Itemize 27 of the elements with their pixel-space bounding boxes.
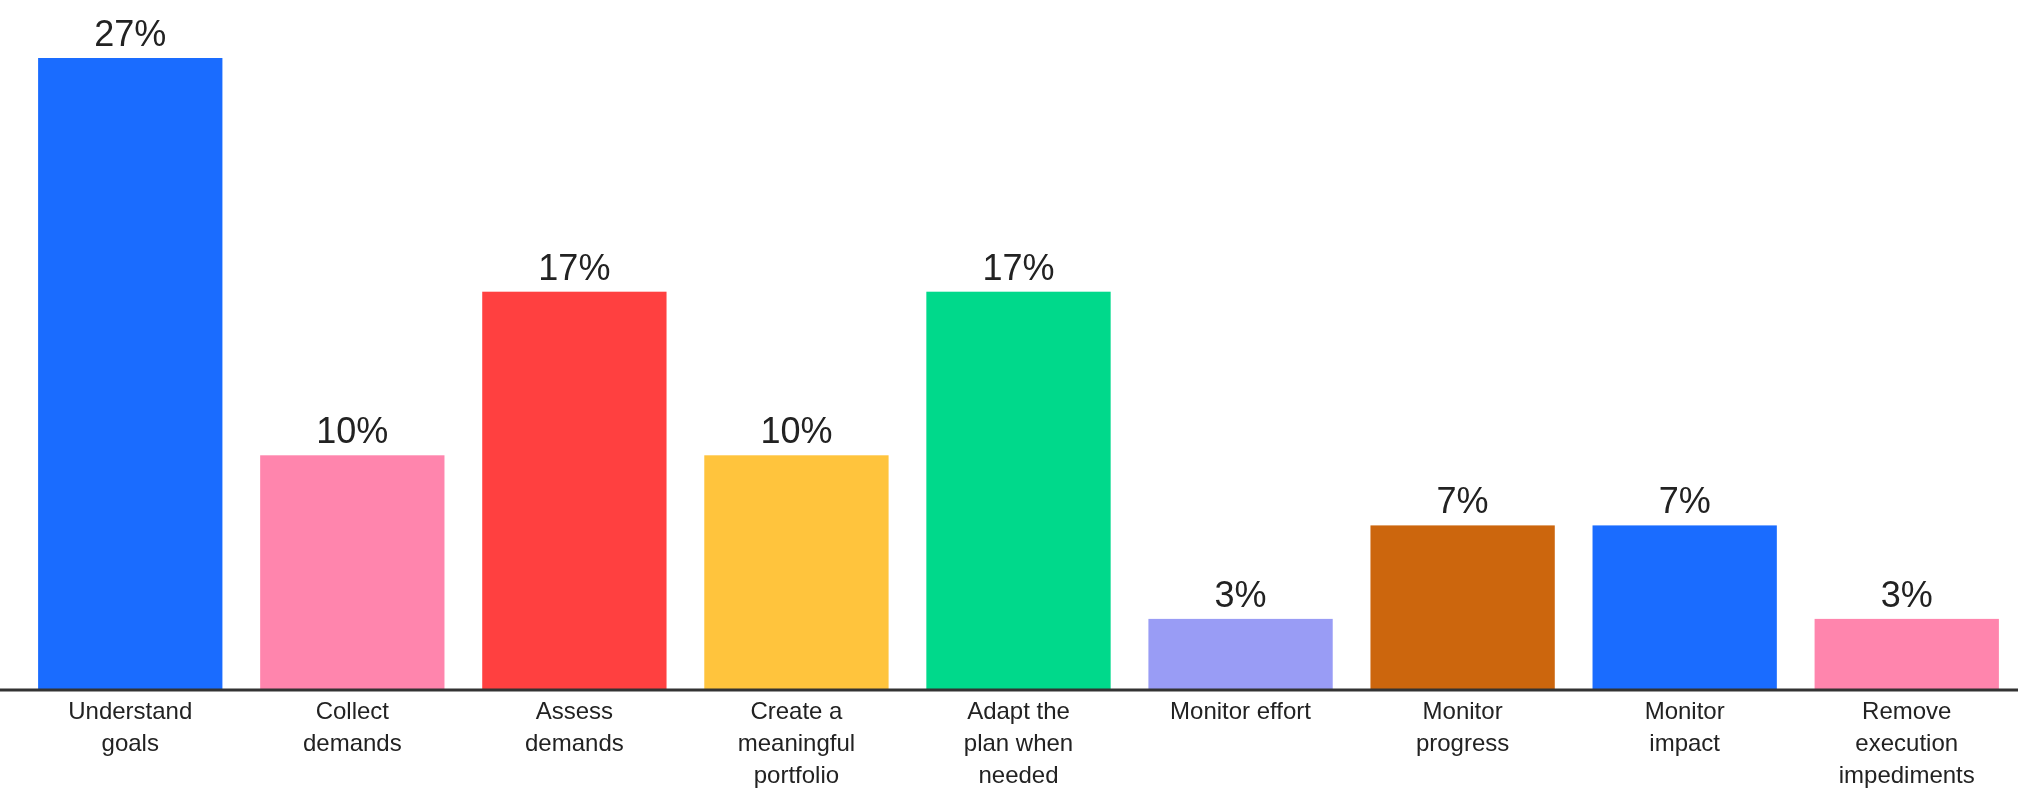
x-tick-label: Understand goals xyxy=(68,697,193,756)
data-label: 7% xyxy=(1436,480,1489,522)
bar xyxy=(1370,525,1555,689)
bar xyxy=(38,58,223,689)
x-tick-label: Adapt the plan when needed xyxy=(963,697,1074,788)
data-label: 17% xyxy=(538,246,611,288)
data-label: 27% xyxy=(94,13,167,54)
data-label: 17% xyxy=(982,246,1055,288)
bar xyxy=(704,455,889,689)
data-label: 10% xyxy=(316,410,389,452)
bar xyxy=(1148,618,1333,689)
data-label: 7% xyxy=(1658,480,1711,522)
data-label: 3% xyxy=(1214,573,1267,615)
data-label: 10% xyxy=(760,410,833,452)
bar xyxy=(1814,618,1999,689)
x-tick-label: Assess demands xyxy=(525,697,624,756)
data-label: 3% xyxy=(1880,573,1933,615)
bar xyxy=(1592,525,1777,689)
x-tick-label: Create a meaningful portfolio xyxy=(737,697,856,788)
bar xyxy=(926,291,1111,689)
bar xyxy=(260,455,445,689)
x-tick-label: Collect demands xyxy=(302,697,402,756)
x-tick-label: Remove execution impediments xyxy=(1838,697,1975,788)
x-tick-label: Monitor impact xyxy=(1644,697,1725,756)
bar xyxy=(482,291,667,689)
x-tick-label: Monitor progress xyxy=(1415,697,1510,756)
x-tick-label: Monitor effort xyxy=(1170,697,1312,724)
